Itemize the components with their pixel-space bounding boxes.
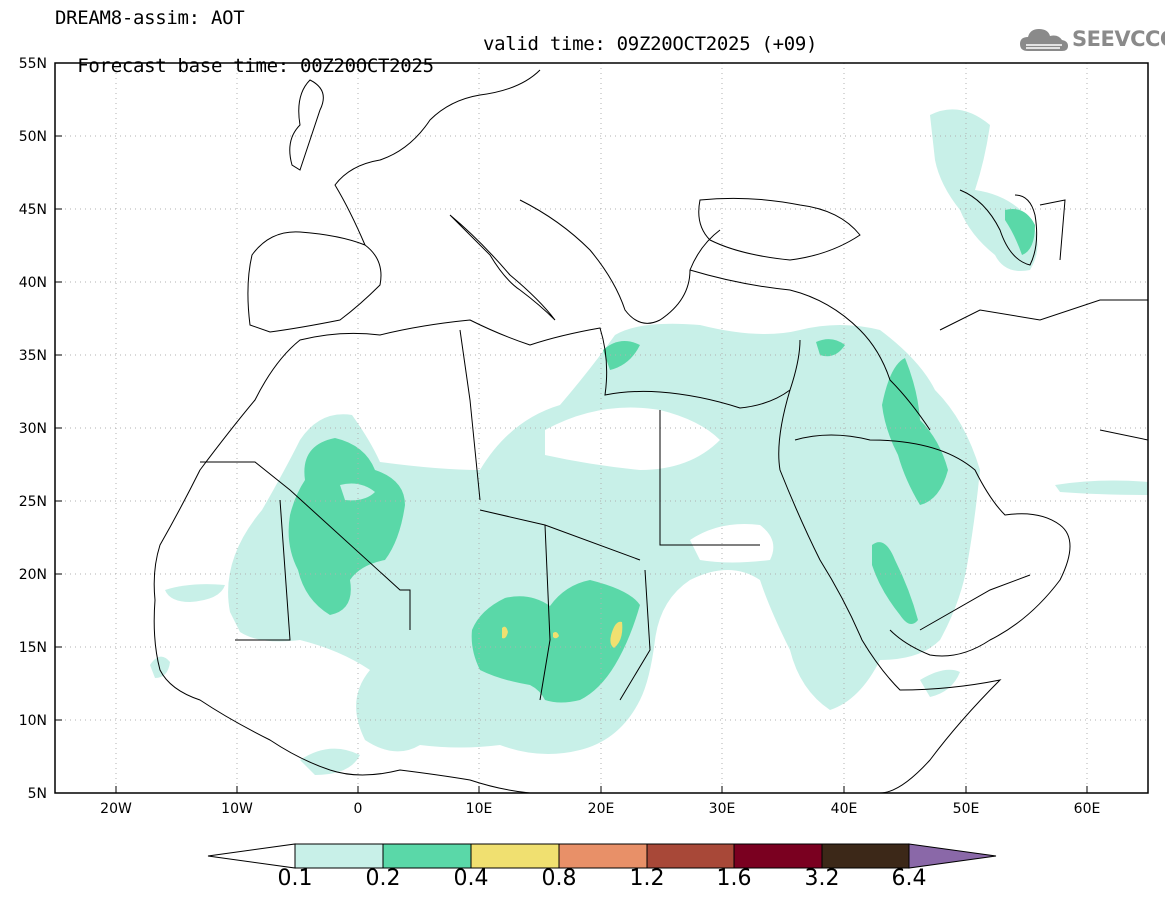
lon-label: 30E <box>709 801 736 817</box>
colorbar-box <box>294 843 384 869</box>
lat-label: 10N <box>19 713 47 729</box>
lat-label: 30N <box>19 421 47 437</box>
lat-label: 20N <box>19 567 47 583</box>
colorbar-arrow-left <box>207 843 296 869</box>
forecast-time-line: Forecast base time: 00Z20OCT2025 valid t… <box>55 33 817 99</box>
lon-label: 50E <box>953 801 980 817</box>
colorbar <box>207 843 997 869</box>
colorbar-label: 6.4 <box>891 866 927 891</box>
colorbar-label: 0.1 <box>277 866 313 891</box>
seevccc-logo: SEEVCCC <box>1018 25 1165 57</box>
tick-marks <box>55 135 1088 793</box>
latitude-labels: 55N 50N 45N 40N 35N 30N 25N 20N 15N 10N … <box>19 56 47 802</box>
lat-label: 45N <box>19 202 47 218</box>
lat-label: 55N <box>19 56 47 72</box>
map-title: DREAM8-assim: AOT <box>55 7 245 29</box>
graticule <box>55 63 1148 793</box>
aot-shading <box>150 109 1148 775</box>
coastlines <box>153 69 1148 793</box>
lat-label: 15N <box>19 640 47 656</box>
logo-text: SEEVCCC <box>1072 27 1165 51</box>
lon-label: 60E <box>1074 801 1101 817</box>
colorbar-box <box>558 843 648 869</box>
lat-label: 35N <box>19 348 47 364</box>
colorbar-box <box>733 843 823 869</box>
colorbar-label: 3.2 <box>804 866 840 891</box>
colorbar-box <box>470 843 560 869</box>
lon-label: 20E <box>588 801 615 817</box>
colorbar-labels: 0.1 0.2 0.4 0.8 1.2 1.6 3.2 6.4 <box>0 866 1165 896</box>
lat-label: 25N <box>19 494 47 510</box>
lat-label: 50N <box>19 129 47 145</box>
aot-level-0-4 <box>502 621 623 648</box>
colorbar-label: 0.2 <box>365 866 401 891</box>
colorbar-box <box>382 843 472 869</box>
colorbar-box <box>821 843 910 869</box>
longitude-labels: 20W 10W 0 10E 20E 30E 40E 50E 60E <box>100 801 1100 817</box>
colorbar-label: 1.6 <box>716 866 752 891</box>
colorbar-label: 0.8 <box>541 866 577 891</box>
colorbar-box <box>646 843 735 869</box>
aot-level-0-2 <box>288 209 1035 703</box>
lon-label: 0 <box>354 801 363 817</box>
aot-level-0-1 <box>150 109 1148 775</box>
lat-label: 5N <box>28 786 47 802</box>
colorbar-arrow-right <box>908 843 997 869</box>
lon-label: 20W <box>100 801 132 817</box>
lon-label: 10E <box>466 801 493 817</box>
base-time-text: Forecast base time: 00Z20OCT2025 <box>77 55 434 77</box>
cloud-icon <box>1020 29 1068 51</box>
lat-label: 40N <box>19 275 47 291</box>
lon-label: 10W <box>221 801 253 817</box>
colorbar-label: 1.2 <box>629 866 665 891</box>
colorbar-label: 0.4 <box>453 866 489 891</box>
lon-label: 40E <box>831 801 858 817</box>
valid-time-text: valid time: 09Z20OCT2025 (+09) <box>483 33 818 55</box>
